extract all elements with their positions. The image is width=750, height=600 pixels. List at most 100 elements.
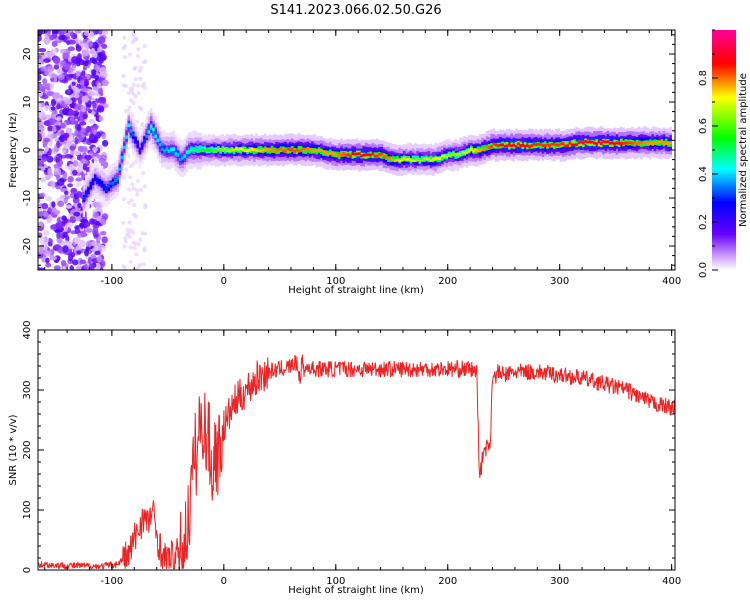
spectrogram-speckle (79, 75, 87, 82)
spectrogram-speckle (53, 167, 62, 176)
spectrogram-ridge-cell (532, 142, 536, 146)
spectrogram-ridge-cell (183, 154, 187, 158)
spectrogram-speckle (122, 44, 127, 49)
spectrogram-speckle (49, 82, 54, 90)
spectrogram-speckle (45, 257, 50, 264)
spectrogram-speckle (67, 46, 76, 51)
spectrogram-ridge-cell (129, 129, 133, 133)
spectrogram-speckle (140, 83, 145, 88)
spectrogram-ridge-cell (380, 152, 384, 159)
spectrogram-ridge-cell (277, 148, 281, 151)
spectrogram-ridge-cell (311, 149, 314, 153)
colorbar-tick-label: 0.4 (698, 166, 709, 182)
spectrogram-speckle (42, 236, 49, 244)
spectrogram-speckle (122, 35, 127, 40)
spectrogram-speckle (38, 193, 41, 198)
x-tick-label: 400 (662, 276, 681, 287)
spectrogram-speckle (41, 202, 49, 210)
spectrogram-speckle (56, 103, 61, 110)
spectrogram-speckle (142, 248, 147, 253)
spectrogram-speckle (74, 226, 80, 235)
spectrogram-speckle (76, 250, 82, 255)
spectrogram-speckle (73, 120, 79, 125)
spectrogram-ridge-cell (586, 140, 590, 144)
spectrogram-ridge-cell (165, 147, 169, 151)
spectrogram-speckle (76, 190, 82, 198)
spectrogram-ridge-cell (483, 144, 487, 151)
spectrogram-ridge-cell (295, 148, 299, 152)
spectrogram-ridge-cell (653, 141, 657, 145)
spectrogram-ridge-cell (96, 179, 99, 183)
spectrogram-ridge-cell (521, 143, 525, 147)
spectrogram-ridge-cell (349, 150, 352, 157)
spectrogram-ridge-cell (158, 142, 162, 147)
spectrogram-ridge-cell (123, 145, 126, 150)
spectrogram-ridge-cell (257, 149, 260, 153)
spectrogram-speckle (50, 224, 59, 230)
spectrogram-ridge-cell (573, 143, 576, 147)
spectrogram-speckle (50, 112, 57, 120)
spectrogram-speckle (57, 73, 65, 80)
spectrogram-ridge-cell (187, 149, 191, 154)
spectrogram-ridge-cell (192, 148, 196, 152)
spectrogram-speckle (132, 202, 137, 207)
spectrogram-ridge-cell (174, 148, 178, 156)
spectrogram-speckle (38, 133, 42, 139)
spectrogram-x-ticks: -100 0 100 200 300 400 (44, 30, 681, 287)
spectrogram-speckle (39, 86, 46, 91)
spectrogram-speckle (57, 200, 65, 207)
spectrogram-ridge-cell (454, 153, 457, 159)
spectrogram-ridge-cell (225, 149, 229, 153)
spectrogram-speckle (126, 231, 131, 236)
spectrogram-speckle (39, 149, 48, 155)
spectrogram-speckle (79, 222, 85, 229)
spectrogram-speckle (135, 179, 140, 184)
spectrogram-ridge-cell (467, 149, 471, 153)
spectrogram-ridge-cell (479, 148, 482, 152)
spectrogram-speckle (121, 264, 126, 269)
spectrogram-speckle (59, 194, 65, 200)
spectrogram-speckle (138, 188, 143, 193)
spectrogram-ridge-cell (570, 140, 574, 146)
spectrogram-speckle (101, 79, 109, 87)
spectrogram-ridge-cell (120, 155, 124, 160)
spectrogram-ridge-cell (344, 153, 348, 157)
spectrogram-ridge-cell (210, 146, 213, 153)
spectrogram-speckle (61, 215, 67, 222)
spectrogram-ridge-cell (620, 138, 623, 145)
spectrogram-ridge-cell (167, 149, 171, 153)
spectrogram-ridge-cell (286, 147, 290, 151)
spectrogram-speckle (97, 77, 105, 82)
spectrogram-ridge-cell (595, 142, 599, 146)
spectrogram-ridge-cell (526, 144, 529, 148)
spectrogram-ridge-cell (127, 123, 131, 128)
spectrogram-y-ticks: -20 -10 0 10 20 (22, 34, 675, 266)
spectrogram-ridge-cell (261, 148, 265, 152)
spectrogram-speckle (63, 196, 68, 204)
spectrogram-speckle (38, 103, 42, 110)
spectrogram-speckle (121, 220, 126, 225)
spectrogram-speckle (63, 132, 70, 139)
spectrogram-ridge-cell (196, 149, 200, 153)
spectrogram-speckle (98, 115, 104, 122)
spectrogram-speckle (124, 167, 129, 172)
spectrogram-ridge-cell (427, 157, 431, 161)
spectrogram-ridge-cell (429, 159, 433, 162)
spectrogram-speckle (82, 113, 88, 120)
spectrogram-speckle (79, 121, 87, 126)
spectrogram-speckle (75, 57, 83, 63)
spectrogram-speckle (55, 185, 61, 190)
spectrogram-ridge-cell (510, 144, 513, 148)
spectrogram-speckle (55, 116, 62, 122)
spectrogram-ridge-cell (599, 142, 603, 146)
spectrogram-ridge-cell (588, 140, 592, 144)
spectrogram-ridge-cell (593, 141, 596, 145)
spectrogram-ridge-cell (548, 144, 552, 147)
spectrogram-ridge-cell (212, 149, 216, 153)
spectrogram-ridge-cell (474, 148, 478, 152)
spectrogram-ridge-cell (152, 127, 155, 132)
spectrogram-speckle (67, 254, 74, 262)
spectrogram-speckle (38, 74, 42, 82)
spectrogram-speckle (85, 228, 93, 233)
